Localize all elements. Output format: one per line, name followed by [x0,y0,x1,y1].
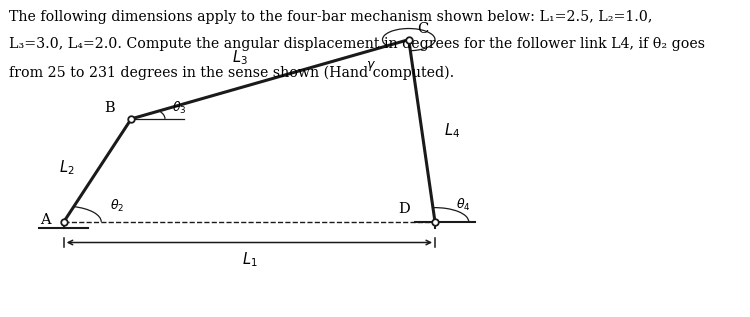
Text: $L_1$: $L_1$ [242,250,257,269]
Text: $\theta_3$: $\theta_3$ [172,100,187,116]
Text: A: A [40,213,50,227]
Text: C: C [417,22,428,36]
Text: $\theta_4$: $\theta_4$ [456,197,471,213]
Text: $\gamma$: $\gamma$ [366,59,376,73]
Point [125,116,137,121]
Text: B: B [104,101,115,115]
Text: from 25 to 231 degrees in the sense shown (Hand computed).: from 25 to 231 degrees in the sense show… [9,65,454,80]
Text: $L_4$: $L_4$ [444,121,460,140]
Text: $\theta_2$: $\theta_2$ [110,198,125,214]
Point [58,219,70,224]
Text: L₃=3.0, L₄=2.0. Compute the angular displacement in degrees for the follower lin: L₃=3.0, L₄=2.0. Compute the angular disp… [9,37,705,51]
Text: D: D [398,202,410,216]
Text: $L_3$: $L_3$ [232,48,248,67]
Point [429,219,441,224]
Text: The following dimensions apply to the four-bar mechanism shown below: L₁=2.5, L₂: The following dimensions apply to the fo… [9,10,652,23]
Point [403,37,415,42]
Text: $L_2$: $L_2$ [59,158,75,177]
